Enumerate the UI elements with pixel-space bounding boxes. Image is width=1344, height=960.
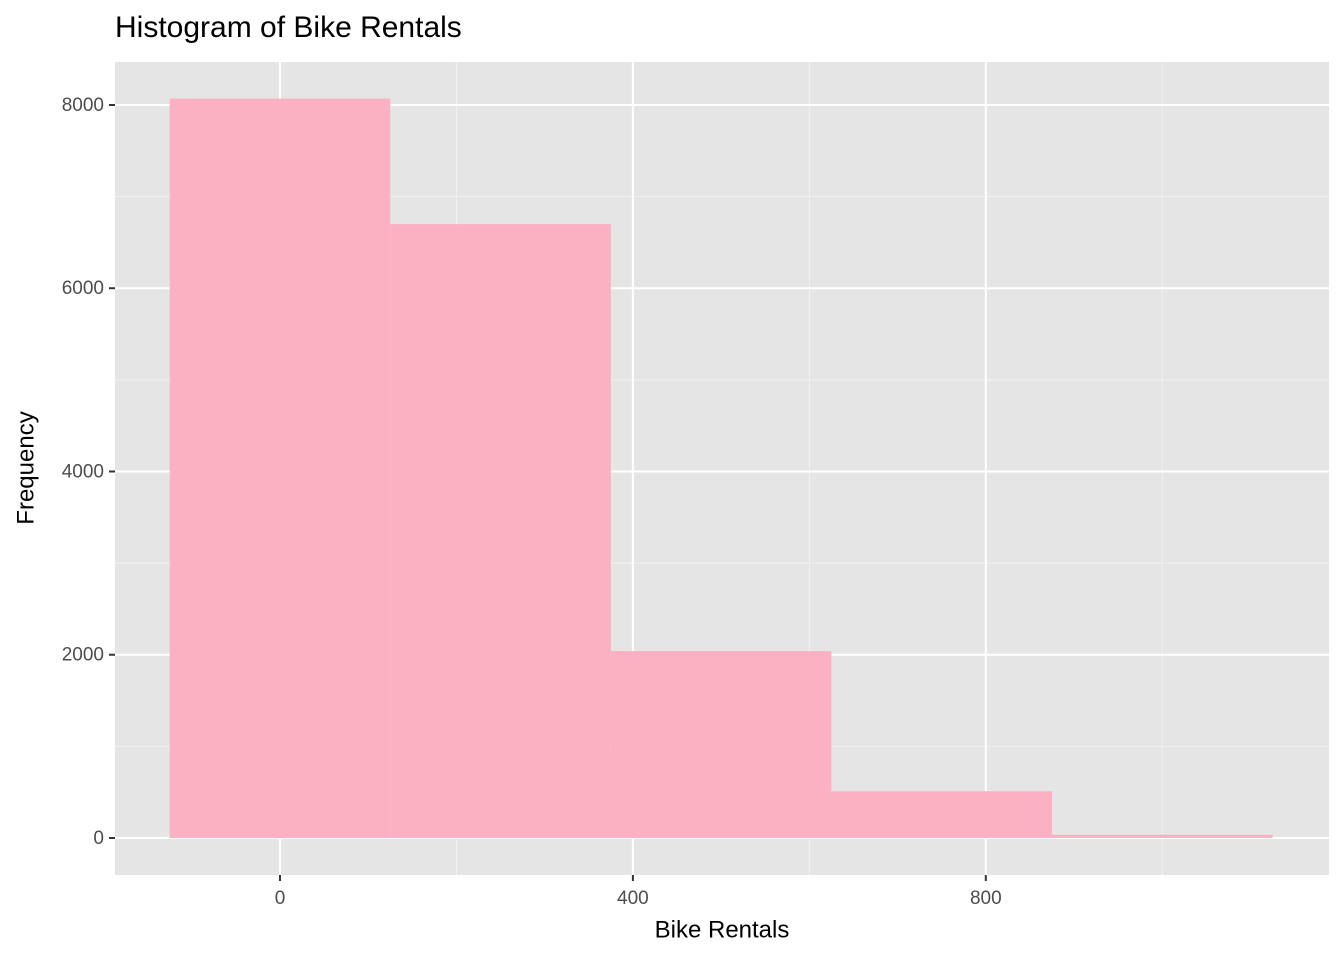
x-tick-label: 800 — [970, 888, 1002, 909]
bar — [831, 791, 1052, 838]
y-tick-label: 4000 — [62, 461, 104, 482]
x-tick-label: 0 — [275, 888, 286, 909]
y-tick-label: 0 — [93, 828, 104, 849]
y-tick-label: 8000 — [62, 95, 104, 116]
bar — [390, 224, 611, 838]
bar — [169, 98, 391, 838]
x-axis-title: Bike Rentals — [655, 916, 790, 943]
y-tick-label: 6000 — [62, 278, 104, 299]
bar — [1051, 834, 1273, 838]
x-tick-label: 400 — [617, 888, 649, 909]
chart-title: Histogram of Bike Rentals — [115, 11, 462, 44]
y-tick-label: 2000 — [62, 645, 104, 666]
bar — [610, 651, 832, 838]
y-axis-title: Frequency — [12, 411, 39, 524]
